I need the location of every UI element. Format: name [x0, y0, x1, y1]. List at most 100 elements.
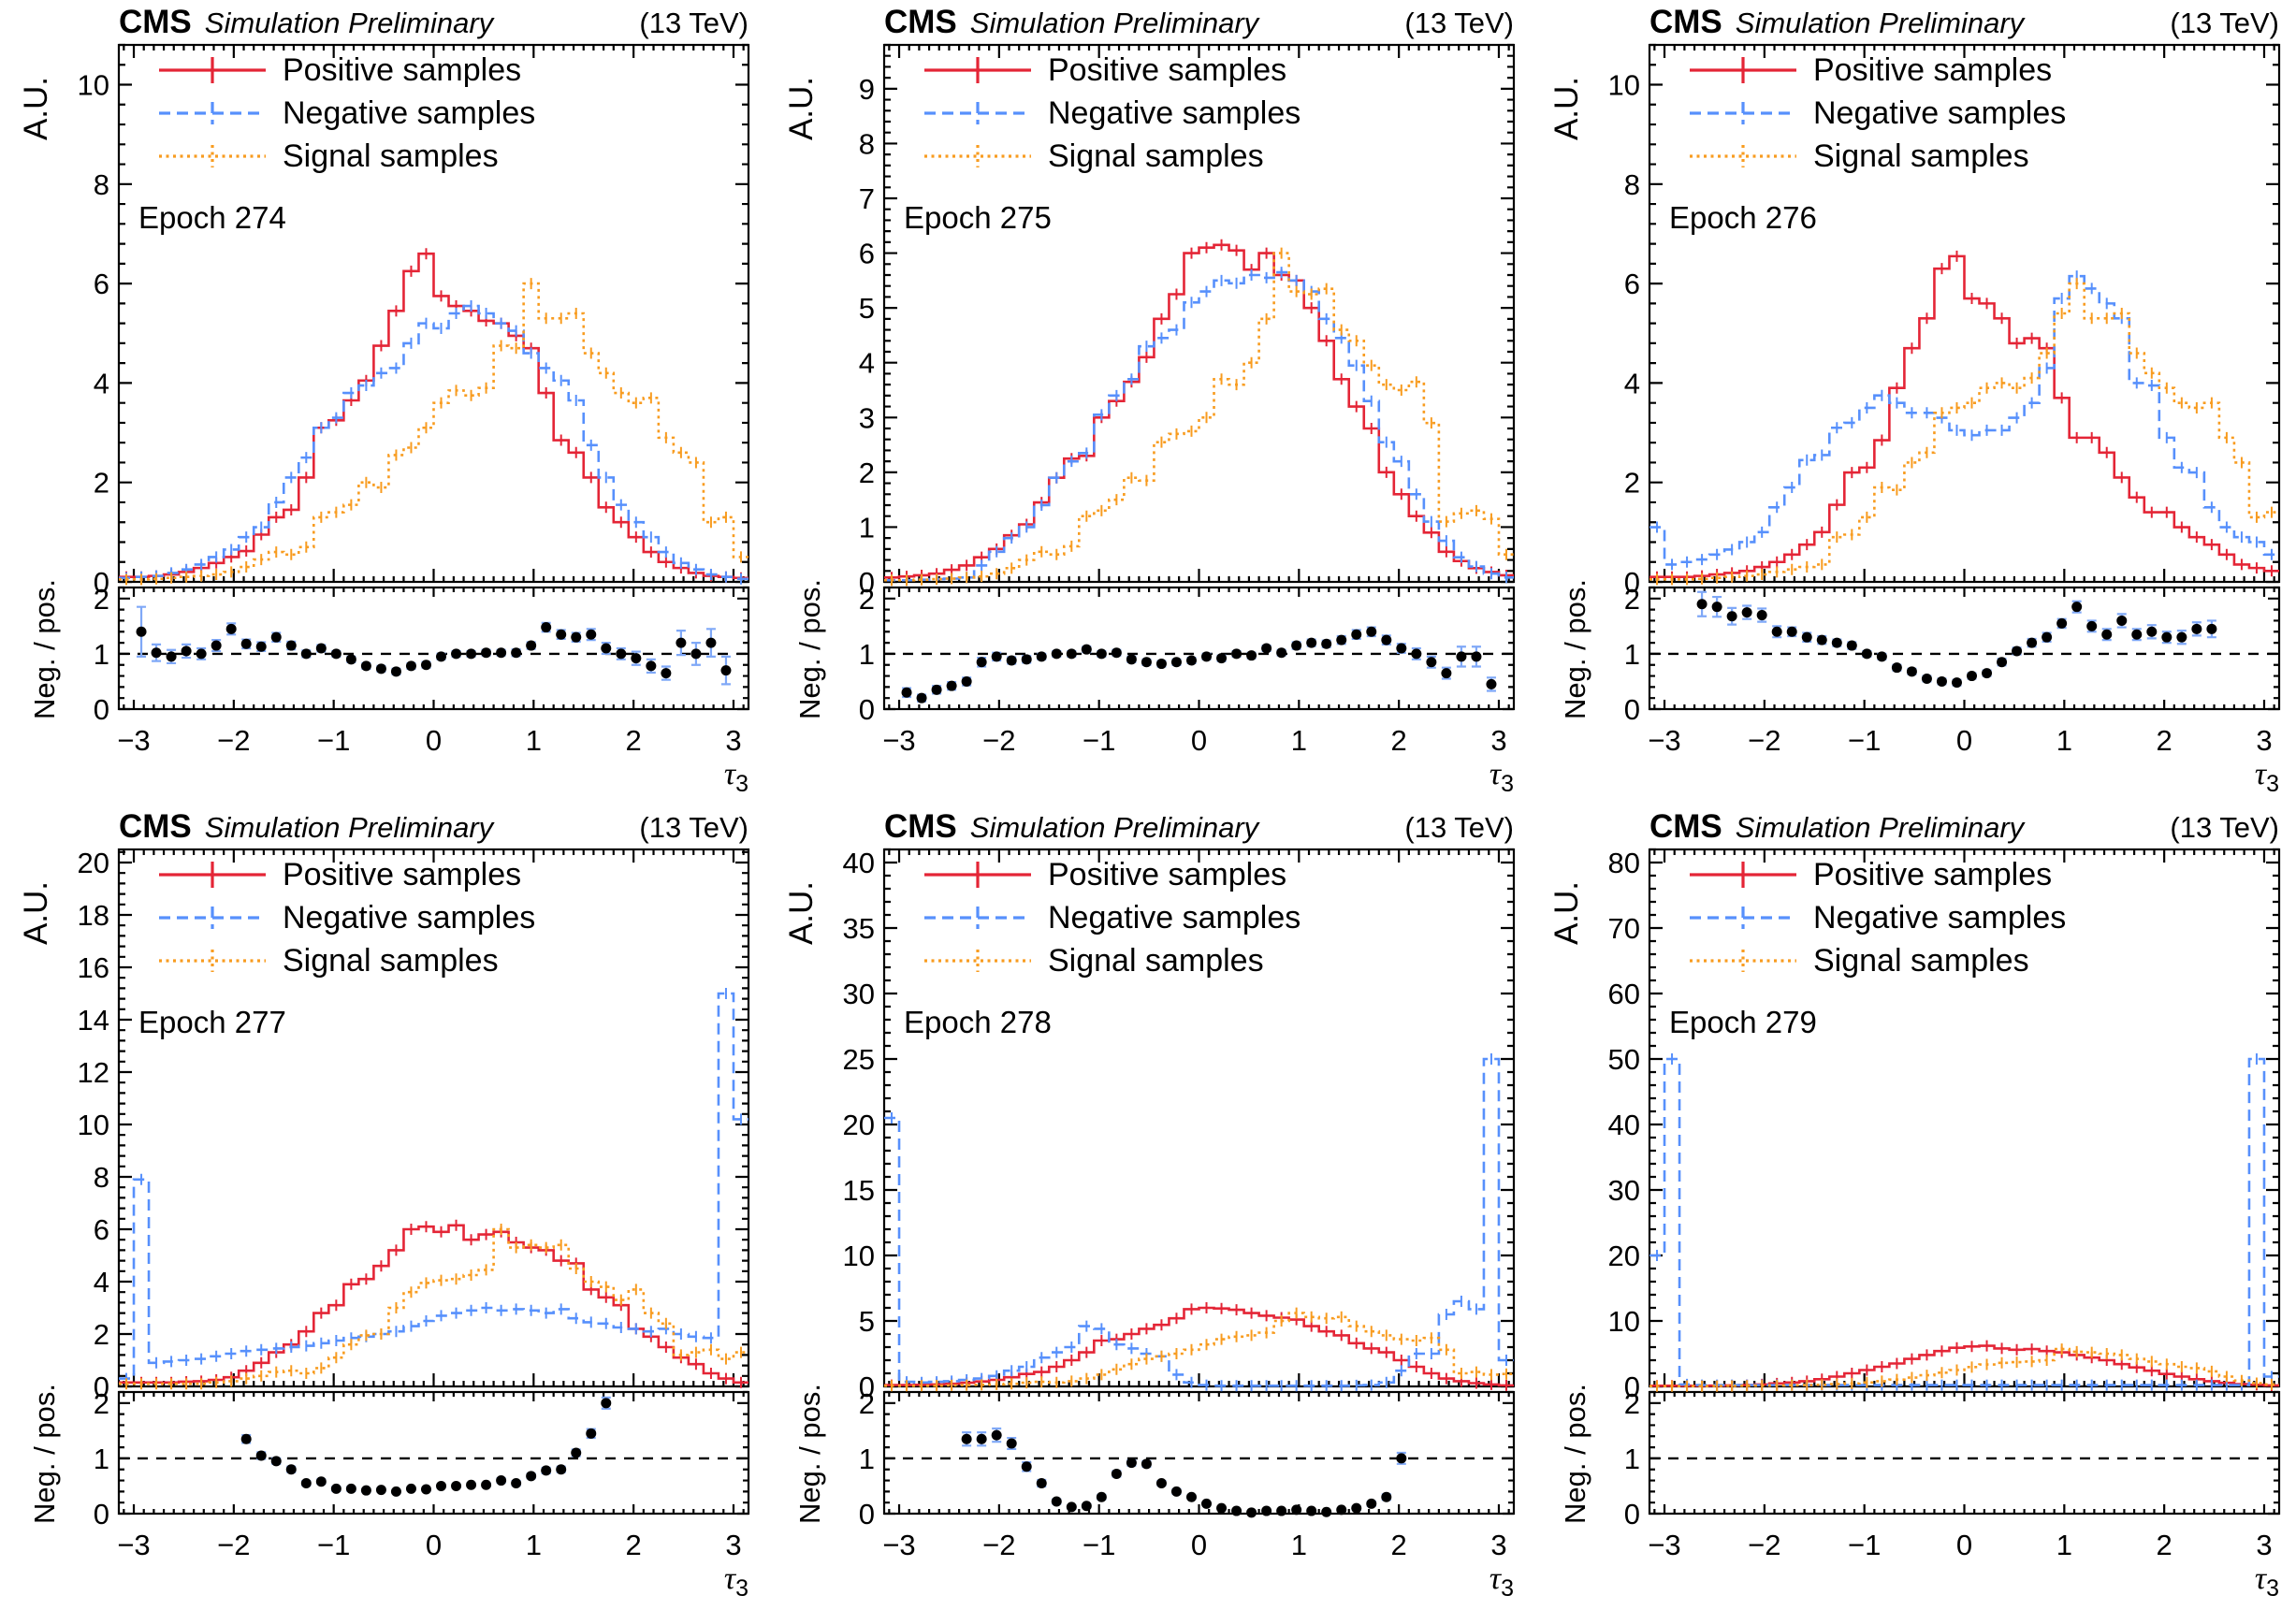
panel-header: CMS Simulation Preliminary (13 TeV)	[884, 4, 1514, 43]
x-tick-label: 2	[2157, 724, 2172, 757]
y-tick-label: 8	[94, 1161, 109, 1194]
x-tick-label: −3	[1648, 1529, 1680, 1561]
chart-canvas: 0 1 2 3 4 5 6 7 8 9 0 1 2 −3 −2 −1 0 1 2 3	[859, 43, 1516, 757]
y-tick-label: 14	[78, 1004, 109, 1037]
ratio-y-tick-label: 2	[94, 1387, 109, 1420]
signal-line-sample-icon	[924, 145, 1031, 167]
legend-row-signal: Signal samples	[157, 135, 535, 178]
y-tick-label: 4	[1624, 367, 1640, 399]
legend-label-negative: Negative samples	[1813, 94, 2067, 131]
y-tick-label: 2	[859, 457, 875, 489]
chart-area: 0 2 4 6 8 10 0 1 2 −3 −2 −1 0 1 2 3	[1531, 0, 2296, 805]
x-tick-label: −2	[982, 1529, 1015, 1561]
negative-error-ticks	[1656, 270, 2273, 571]
legend-label-signal: Signal samples	[283, 942, 499, 979]
x-tick-label: −2	[1748, 1529, 1780, 1561]
signal-line-sample-icon	[159, 145, 266, 167]
y-tick-label: 0	[1624, 566, 1640, 599]
panel-epoch-276: 0 2 4 6 8 10 0 1 2 −3 −2 −1 0 1 2 3 CMS Simulation Prel…	[1531, 0, 2296, 805]
chart-canvas: 0 5 10 15 20 25 30 35 40 0 1 2 −3 −2 −1 0 1 2 3	[843, 847, 1516, 1561]
x-axis-title: τ3	[646, 756, 748, 798]
legend-row-positive: Positive samples	[1688, 853, 2066, 896]
negative-line-sample-icon	[159, 102, 266, 124]
legend-label-positive: Positive samples	[283, 856, 522, 892]
y-tick-label: 2	[94, 467, 109, 500]
legend: Positive samples Negative samples Signal…	[1688, 49, 2066, 178]
x-tick-label: 3	[725, 724, 741, 757]
x-tick-label: 1	[526, 724, 542, 757]
legend-row-signal: Signal samples	[1688, 135, 2066, 178]
x-tick-label: 1	[2056, 724, 2072, 757]
y-tick-label: 80	[1608, 847, 1640, 879]
y-tick-label: 16	[78, 951, 109, 984]
main-y-axis-title: A.U.	[783, 76, 820, 141]
x-tick-label: −1	[1848, 1529, 1881, 1561]
legend-label-signal: Signal samples	[1813, 138, 2029, 174]
positive-error-ticks	[125, 1219, 742, 1388]
y-tick-label: 60	[1608, 978, 1640, 1010]
y-tick-label: 15	[843, 1174, 875, 1207]
ratio-y-tick-label: 1	[1624, 638, 1640, 671]
y-tick-label: 6	[1624, 268, 1640, 300]
ratio-y-tick-label: 0	[859, 1498, 875, 1530]
simulation-preliminary-label: Simulation Preliminary	[1735, 811, 2025, 844]
x-tick-label: −2	[217, 1529, 250, 1561]
chart-area: 0 5 10 15 20 25 30 35 40 0 1 2 −3 −2 −1 0 1 2 3	[765, 805, 1531, 1609]
y-tick-label: 5	[859, 292, 875, 325]
cms-logo-text: CMS	[119, 808, 192, 845]
x-tick-label: −3	[117, 1529, 150, 1561]
positive-line-sample-icon	[159, 862, 266, 888]
energy-label: (13 TeV)	[2170, 7, 2279, 39]
legend: Positive samples Negative samples Signal…	[923, 49, 1301, 178]
ratio-y-tick-label: 0	[94, 1498, 109, 1530]
chart-area: 0 2 4 6 8 10 0 1 2 −3 −2 −1 0 1 2 3	[0, 0, 765, 805]
simulation-preliminary-label: Simulation Preliminary	[969, 7, 1259, 39]
panel-epoch-277: 0 2 4 6 8 10 12 14 16 18 20 0 1 2 −3 −2 −1 0 1 2 3 CMS Simul…	[0, 805, 765, 1609]
x-tick-label: 1	[526, 1529, 542, 1561]
epoch-label: Epoch 279	[1669, 1005, 1817, 1039]
tau-subscript: 3	[1501, 1575, 1514, 1602]
signal-error-ticks	[125, 1224, 742, 1390]
ratio-y-tick-label: 0	[94, 693, 109, 726]
ratio-y-tick-label: 0	[1624, 1498, 1640, 1530]
x-tick-label: 2	[626, 724, 642, 757]
y-tick-label: 20	[843, 1109, 875, 1141]
positive-line-sample-icon	[1690, 862, 1796, 888]
positive-line-sample-icon	[1690, 57, 1796, 83]
ratio-error-bars	[241, 1396, 611, 1495]
ratio-y-tick-label: 2	[859, 583, 875, 616]
panel-header: CMS Simulation Preliminary (13 TeV)	[884, 808, 1514, 848]
x-tick-label: 2	[2157, 1529, 2172, 1561]
tau-symbol: τ	[1489, 757, 1502, 791]
energy-label: (13 TeV)	[2170, 811, 2279, 844]
signal-error-ticks	[891, 1307, 1507, 1392]
positive-line-sample-icon	[924, 57, 1031, 83]
tau-symbol: τ	[2254, 1561, 2267, 1596]
legend-row-signal: Signal samples	[923, 939, 1301, 982]
y-tick-label: 0	[859, 566, 875, 599]
x-tick-label: 1	[1291, 1529, 1307, 1561]
legend-row-negative: Negative samples	[157, 92, 535, 135]
panel-epoch-278: 0 5 10 15 20 25 30 35 40 0 1 2 −3 −2 −1 0 1 2 3 CMS Simula…	[765, 805, 1531, 1609]
x-tick-label: 2	[626, 1529, 642, 1561]
x-tick-label: −1	[1083, 724, 1115, 757]
y-tick-label: 0	[94, 1371, 109, 1403]
y-tick-label: 7	[859, 182, 875, 215]
legend-label-signal: Signal samples	[1048, 138, 1264, 174]
x-tick-label: 0	[1191, 1529, 1207, 1561]
x-tick-label: −3	[882, 724, 915, 757]
x-tick-label: 3	[1490, 1529, 1506, 1561]
x-tick-label: 1	[1291, 724, 1307, 757]
x-tick-label: −3	[1648, 724, 1680, 757]
axis-ticks	[884, 848, 1514, 1516]
ratio-y-tick-label: 1	[859, 638, 875, 671]
y-tick-label: 18	[78, 899, 109, 932]
legend-label-negative: Negative samples	[1048, 94, 1301, 131]
y-tick-label: 40	[843, 847, 875, 879]
legend-row-signal: Signal samples	[157, 939, 535, 982]
x-tick-label: 3	[2256, 1529, 2272, 1561]
ratio-points	[901, 626, 1497, 703]
cms-logo-text: CMS	[884, 4, 957, 40]
tau-symbol: τ	[2254, 757, 2267, 791]
